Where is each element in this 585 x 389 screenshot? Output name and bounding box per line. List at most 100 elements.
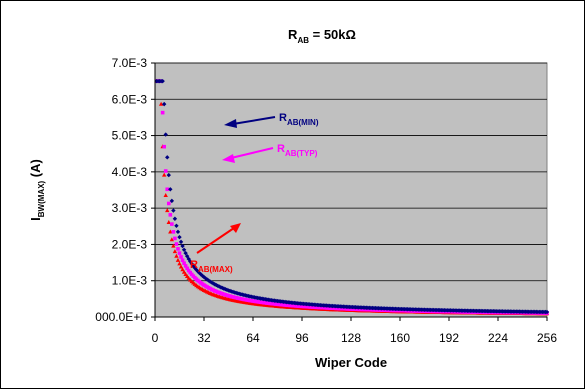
data-point <box>174 253 179 258</box>
data-point <box>171 243 176 248</box>
data-point <box>189 261 194 266</box>
data-point <box>176 247 180 251</box>
x-tick-label: 32 <box>197 331 211 345</box>
series-r-ab-min- <box>154 78 550 315</box>
plot-area <box>154 62 548 318</box>
data-point <box>200 273 205 278</box>
annotation-rab-max: RAB(MAX) <box>190 223 241 274</box>
data-point <box>215 283 220 289</box>
series-layer <box>154 78 550 316</box>
x-tick-labels: 0 32 64 96 128 160 192 224 256 <box>152 317 557 345</box>
data-point <box>163 192 168 197</box>
data-point <box>160 78 165 84</box>
data-point <box>183 264 188 268</box>
data-point <box>183 250 188 256</box>
data-point <box>161 101 167 107</box>
data-point <box>195 269 201 274</box>
data-point <box>165 155 170 160</box>
data-point <box>178 239 184 245</box>
data-point <box>166 201 171 206</box>
data-point <box>158 101 164 106</box>
arrow-rab-max <box>196 227 235 254</box>
data-point <box>209 280 214 285</box>
data-point <box>179 255 183 259</box>
chart-title: RAB = 50kΩ <box>288 27 356 45</box>
data-point <box>168 229 173 234</box>
data-point <box>163 132 168 137</box>
arrowhead-rab-min <box>224 119 237 128</box>
y-tick-label: 1.0E-3 <box>112 274 148 288</box>
data-point <box>180 267 185 272</box>
data-point <box>544 309 550 315</box>
data-point <box>166 172 171 178</box>
data-point <box>166 219 171 224</box>
x-tick-label: 96 <box>295 331 309 345</box>
arrow-rab-typ <box>230 147 274 159</box>
data-point <box>177 234 182 240</box>
data-point <box>161 172 167 177</box>
data-point <box>163 169 168 173</box>
data-point <box>180 258 185 263</box>
data-point <box>192 265 198 271</box>
y-axis-title: IBW(MAX) (A) <box>28 159 46 221</box>
x-tick-label: 224 <box>488 331 508 345</box>
arrowhead-rab-max <box>230 223 241 233</box>
data-point <box>175 257 181 262</box>
data-point <box>173 236 177 241</box>
label-rab-min: RAB(MIN) <box>279 112 319 127</box>
data-point <box>214 282 219 288</box>
data-point <box>182 261 186 266</box>
x-tick-label: 0 <box>152 331 159 345</box>
gridlines <box>155 62 547 282</box>
data-point <box>168 213 173 217</box>
y-tick-label: 5.0E-3 <box>112 129 148 143</box>
data-point <box>210 281 216 286</box>
data-point <box>168 187 173 192</box>
y-tick-labels: 000.0E+0 1.0E-3 2.0E-3 3.0E-3 4.0E-3 5.0E-3 6.… <box>95 56 155 324</box>
data-point <box>174 242 179 246</box>
y-tick-label: 000.0E+0 <box>95 310 147 324</box>
data-point <box>177 261 182 266</box>
y-tick-label: 2.0E-3 <box>112 237 148 251</box>
x-tick-label: 128 <box>341 331 361 345</box>
data-point <box>175 229 181 235</box>
data-point <box>165 187 170 192</box>
annotation-rab-typ: RAB(TYP) <box>222 143 318 163</box>
data-point <box>162 144 166 149</box>
data-point <box>169 237 175 242</box>
x-tick-label: 192 <box>439 331 459 345</box>
data-point <box>181 247 187 252</box>
x-tick-label: 256 <box>537 331 557 345</box>
data-point <box>186 268 191 273</box>
data-point <box>171 230 176 234</box>
data-point <box>165 208 170 213</box>
label-rab-typ: RAB(TYP) <box>277 143 318 158</box>
data-point <box>180 243 185 249</box>
data-point <box>188 259 193 264</box>
data-point <box>172 249 178 254</box>
x-axis-title: Wiper Code <box>315 355 387 370</box>
data-point <box>203 276 208 281</box>
data-point <box>212 282 217 287</box>
data-point <box>171 208 176 213</box>
data-point <box>184 253 190 259</box>
arrowhead-rab-typ <box>222 154 235 163</box>
arrow-rab-min <box>232 116 276 125</box>
data-point <box>206 278 211 283</box>
y-tick-label: 6.0E-3 <box>112 92 148 106</box>
data-point <box>217 284 222 289</box>
y-tick-label: 7.0E-3 <box>112 56 148 70</box>
x-tick-label: 160 <box>390 331 410 345</box>
label-rab-max: RAB(MAX) <box>190 259 233 274</box>
data-point <box>188 270 193 275</box>
data-point <box>178 264 184 269</box>
data-point <box>177 251 182 255</box>
y-tick-label: 4.0E-3 <box>112 165 148 179</box>
data-point <box>170 222 174 226</box>
y-tick-label: 3.0E-3 <box>112 201 148 215</box>
data-point <box>185 266 189 271</box>
data-point <box>172 216 178 221</box>
data-point <box>181 269 187 274</box>
data-point <box>174 223 179 228</box>
